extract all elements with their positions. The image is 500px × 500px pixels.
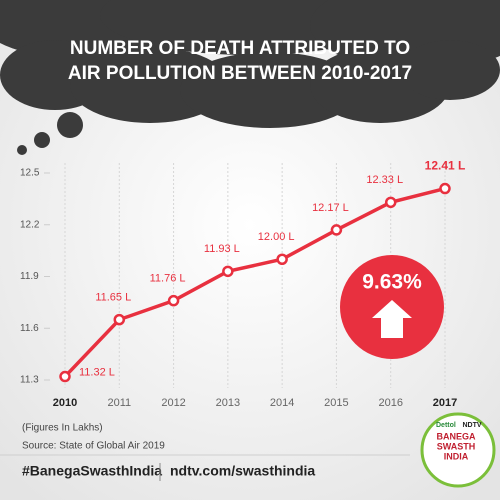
hashtag: #BanegaSwasthIndia: [22, 463, 162, 479]
x-tick-label: 2015: [324, 397, 348, 409]
x-tick-label: 2014: [270, 397, 294, 409]
x-tick-label: 2013: [216, 397, 240, 409]
logo-brand: Dettol: [436, 422, 456, 429]
annotation: 9.63%: [362, 271, 422, 294]
value-label: 12.17 L: [312, 202, 349, 214]
x-tick-label: 2010: [53, 397, 77, 409]
value-label: 11.93 L: [204, 243, 240, 255]
point: [276, 253, 288, 265]
point: [222, 265, 234, 278]
logo-text: BANEGA: [436, 431, 476, 441]
value-label: 11.76 L: [150, 273, 186, 285]
logo-text: INDIA: [444, 451, 469, 461]
value-label: 11.32 L: [79, 366, 115, 378]
url: ndtv.com/swasthindia: [170, 463, 315, 479]
value-label: 11.65 L: [95, 292, 131, 304]
source: Source: State of Global Air 2019: [22, 441, 165, 452]
point: [113, 313, 126, 326]
y-tick-label: 11.6: [20, 323, 39, 334]
y-tick-label: 11.3: [20, 375, 39, 386]
logo-network: NDTV: [462, 422, 481, 429]
x-tick-label: 2016: [378, 397, 402, 409]
y-tick-label: 12.5: [20, 168, 40, 179]
logo: Dettol NDTV BANEGA SWASTH INDIA: [420, 412, 496, 488]
point: [439, 182, 451, 195]
point: [59, 370, 71, 383]
smoke-cloud: [0, 0, 500, 155]
point: [167, 294, 180, 307]
x-tick-label: 2017: [433, 397, 457, 409]
value-label: 12.33 L: [366, 174, 403, 186]
note: (Figures In Lakhs): [22, 423, 103, 434]
value-label: 12.41 L: [425, 159, 466, 173]
logo-text: SWASTH: [437, 441, 476, 451]
point: [330, 224, 343, 236]
point: [384, 196, 397, 209]
chart-title: NUMBER OF DEATH ATTRIBUTED TO: [70, 38, 410, 59]
up-arrow: [372, 300, 412, 338]
y-tick-label: 12.2: [20, 219, 40, 230]
logo-badge: [420, 412, 496, 488]
x-tick-label: 2012: [161, 397, 185, 409]
value-label: 12.00 L: [258, 231, 295, 243]
line: [63, 186, 446, 378]
x-tick-label: 2011: [107, 397, 131, 409]
y-tick-label: 11.9: [20, 271, 39, 282]
chart-title: AIR POLLUTION BETWEEN 2010-2017: [68, 63, 412, 84]
